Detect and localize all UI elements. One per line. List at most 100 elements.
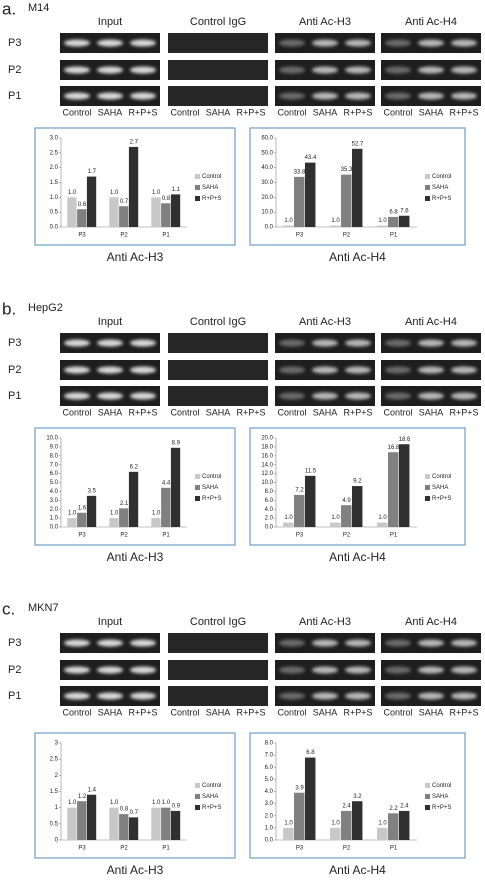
y-tick-label: 0 xyxy=(55,838,59,844)
gel-band xyxy=(451,666,477,674)
lane-label: Control xyxy=(277,707,306,717)
y-tick-label: 2 xyxy=(55,773,59,779)
y-tick-label: 0.0 xyxy=(265,525,274,531)
value-label: 52.7 xyxy=(352,141,364,147)
bar xyxy=(77,801,87,840)
lane-label: SAHA xyxy=(206,707,231,717)
value-label: 3.5 xyxy=(88,488,97,494)
gel-title: Input xyxy=(98,316,122,328)
row-label: P2 xyxy=(8,664,21,676)
gel-band xyxy=(312,692,338,700)
gel-title: Control IgG xyxy=(190,616,246,628)
gel-band xyxy=(385,92,411,100)
y-tick-label: 16.0 xyxy=(261,453,273,459)
gel-band xyxy=(312,39,338,47)
legend-label: Control xyxy=(432,783,451,789)
bar xyxy=(341,505,352,527)
legend-swatch xyxy=(425,783,430,788)
y-tick-label: 3.0 xyxy=(50,498,59,504)
gel-band xyxy=(130,639,156,647)
x-tick-label: P1 xyxy=(162,846,170,852)
x-tick-label: P3 xyxy=(78,846,86,852)
gel-title: Control IgG xyxy=(190,16,246,28)
value-label: 1.0 xyxy=(331,820,340,826)
lane-label: SAHA xyxy=(98,707,123,717)
bar xyxy=(398,215,410,227)
value-label: 1.0 xyxy=(152,190,161,196)
bar xyxy=(377,827,388,840)
bar xyxy=(294,792,305,840)
bar xyxy=(128,146,139,227)
gel-lane-strip xyxy=(168,686,268,706)
legend-label: R+P+S xyxy=(432,196,451,202)
gel-band xyxy=(130,66,156,74)
gel-band xyxy=(418,392,444,400)
lane-label: Control xyxy=(383,407,412,417)
value-label: 2.2 xyxy=(389,806,398,812)
bar xyxy=(161,203,171,227)
cell-line: M14 xyxy=(28,2,49,14)
bar xyxy=(294,176,305,227)
gel-band xyxy=(385,392,411,400)
gel-title: Control IgG xyxy=(190,316,246,328)
value-label: 2.7 xyxy=(130,139,139,145)
x-tick-label: P3 xyxy=(78,233,86,239)
gel-band xyxy=(385,639,411,647)
value-label: 3.9 xyxy=(295,785,304,791)
gel-title: Anti Ac-H3 xyxy=(299,16,351,28)
x-tick-label: P3 xyxy=(296,846,304,852)
row-label: P2 xyxy=(8,364,21,376)
gel-band xyxy=(385,692,411,700)
bar xyxy=(109,807,119,840)
bar xyxy=(119,814,129,840)
value-label: 1.0 xyxy=(284,515,293,521)
legend-label: SAHA xyxy=(432,794,448,800)
y-tick-label: 40.0 xyxy=(261,165,273,171)
gel-title: Anti Ac-H4 xyxy=(405,316,457,328)
lane-label: SAHA xyxy=(206,107,231,117)
bar xyxy=(304,475,316,527)
gel-lane-strip xyxy=(168,33,268,53)
bar xyxy=(170,810,181,840)
gel-band xyxy=(345,92,371,100)
legend-swatch xyxy=(195,196,200,201)
y-tick-label: 18.0 xyxy=(261,444,273,450)
lane-label: R+P+S xyxy=(449,107,478,117)
y-tick-label: 5.0 xyxy=(265,777,274,783)
panel-label: a. xyxy=(2,0,16,18)
legend-label: SAHA xyxy=(202,794,218,800)
legend-label: SAHA xyxy=(202,485,218,491)
y-tick-label: 3.0 xyxy=(265,801,274,807)
bar xyxy=(304,757,316,840)
y-tick-label: 7.0 xyxy=(265,753,274,759)
lane-label: SAHA xyxy=(419,407,444,417)
bar xyxy=(86,176,97,227)
value-label: 18.6 xyxy=(399,437,411,443)
lane-label: R+P+S xyxy=(236,707,265,717)
gel-band xyxy=(451,66,477,74)
value-label: 1.0 xyxy=(378,820,387,826)
y-tick-label: 2.0 xyxy=(265,813,274,819)
gel-band xyxy=(312,366,338,374)
legend-label: R+P+S xyxy=(202,496,221,502)
lane-label: R+P+S xyxy=(236,107,265,117)
y-tick-label: 0.0 xyxy=(265,225,274,231)
gel-lane-strip xyxy=(168,660,268,680)
value-label: 7.2 xyxy=(295,488,304,494)
bar xyxy=(388,813,399,840)
gel-band xyxy=(418,366,444,374)
bar xyxy=(151,807,161,840)
y-tick-label: 4.0 xyxy=(50,489,59,495)
bar xyxy=(330,827,341,840)
lane-label: Control xyxy=(277,107,306,117)
y-tick-label: 8.0 xyxy=(265,489,274,495)
lane-label: R+P+S xyxy=(343,407,372,417)
y-tick-label: 10.0 xyxy=(46,436,58,442)
lane-label: SAHA xyxy=(206,407,231,417)
gel-band xyxy=(130,339,156,347)
gel-band xyxy=(345,366,371,374)
gel-title: Input xyxy=(98,616,122,628)
value-label: 1.0 xyxy=(378,515,387,521)
y-tick-label: 7.0 xyxy=(50,462,59,468)
bar xyxy=(119,508,129,527)
